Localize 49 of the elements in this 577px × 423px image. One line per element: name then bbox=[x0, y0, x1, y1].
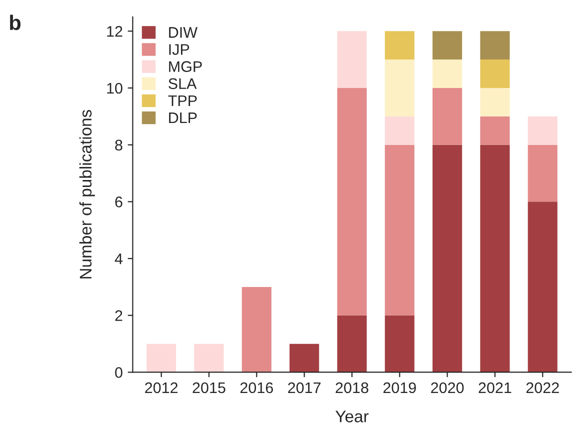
x-tick-label: 2012 bbox=[145, 382, 178, 394]
bar bbox=[337, 88, 367, 316]
bar bbox=[337, 315, 367, 372]
legend-label: TPP bbox=[168, 95, 197, 106]
bar bbox=[480, 60, 510, 88]
x-tick-label: 2015 bbox=[192, 382, 226, 394]
legend-label: DIW bbox=[169, 27, 198, 38]
legend-label: SLA bbox=[168, 78, 197, 90]
y-tick-label: 10 bbox=[107, 82, 122, 94]
bar bbox=[528, 116, 558, 145]
y-tick-label: 8 bbox=[115, 140, 122, 151]
bar bbox=[432, 88, 462, 145]
x-tick-label: 2019 bbox=[383, 382, 416, 394]
bar bbox=[480, 144, 510, 372]
legend-label: MGP bbox=[169, 61, 202, 72]
x-tick-label: 2021 bbox=[478, 382, 512, 394]
x-axis-title: Year bbox=[335, 410, 369, 422]
bar bbox=[432, 31, 462, 60]
y-tick-label: 4 bbox=[114, 254, 123, 264]
bar bbox=[528, 144, 558, 202]
bar bbox=[242, 286, 272, 372]
bar bbox=[290, 344, 320, 372]
x-tick-label: 2017 bbox=[288, 382, 321, 394]
bar bbox=[384, 315, 414, 372]
y-axis-title: Number of publications bbox=[79, 110, 95, 278]
bar bbox=[194, 344, 224, 372]
bar bbox=[384, 116, 414, 145]
bar bbox=[432, 144, 462, 372]
x-tick-label: 2020 bbox=[431, 382, 464, 394]
bar bbox=[384, 31, 414, 60]
bar bbox=[480, 116, 510, 145]
x-tick-label: 2016 bbox=[240, 382, 273, 394]
legend-label: IJP bbox=[169, 44, 190, 55]
bar bbox=[528, 202, 558, 372]
y-tick-label: 12 bbox=[107, 26, 122, 37]
bar bbox=[432, 60, 462, 88]
bar bbox=[384, 144, 414, 316]
bar bbox=[146, 344, 176, 372]
bar bbox=[480, 31, 510, 60]
y-tick-label: 2 bbox=[115, 310, 122, 321]
y-tick-label: 0 bbox=[115, 367, 122, 378]
legend-label: DLP bbox=[169, 112, 197, 124]
bar bbox=[384, 60, 414, 116]
y-tick-label: 6 bbox=[115, 196, 122, 208]
x-tick-label: 2022 bbox=[526, 382, 559, 394]
x-tick-label: 2018 bbox=[336, 382, 368, 394]
text: b bbox=[10, 14, 21, 30]
bar bbox=[480, 88, 510, 116]
bar bbox=[337, 31, 367, 88]
